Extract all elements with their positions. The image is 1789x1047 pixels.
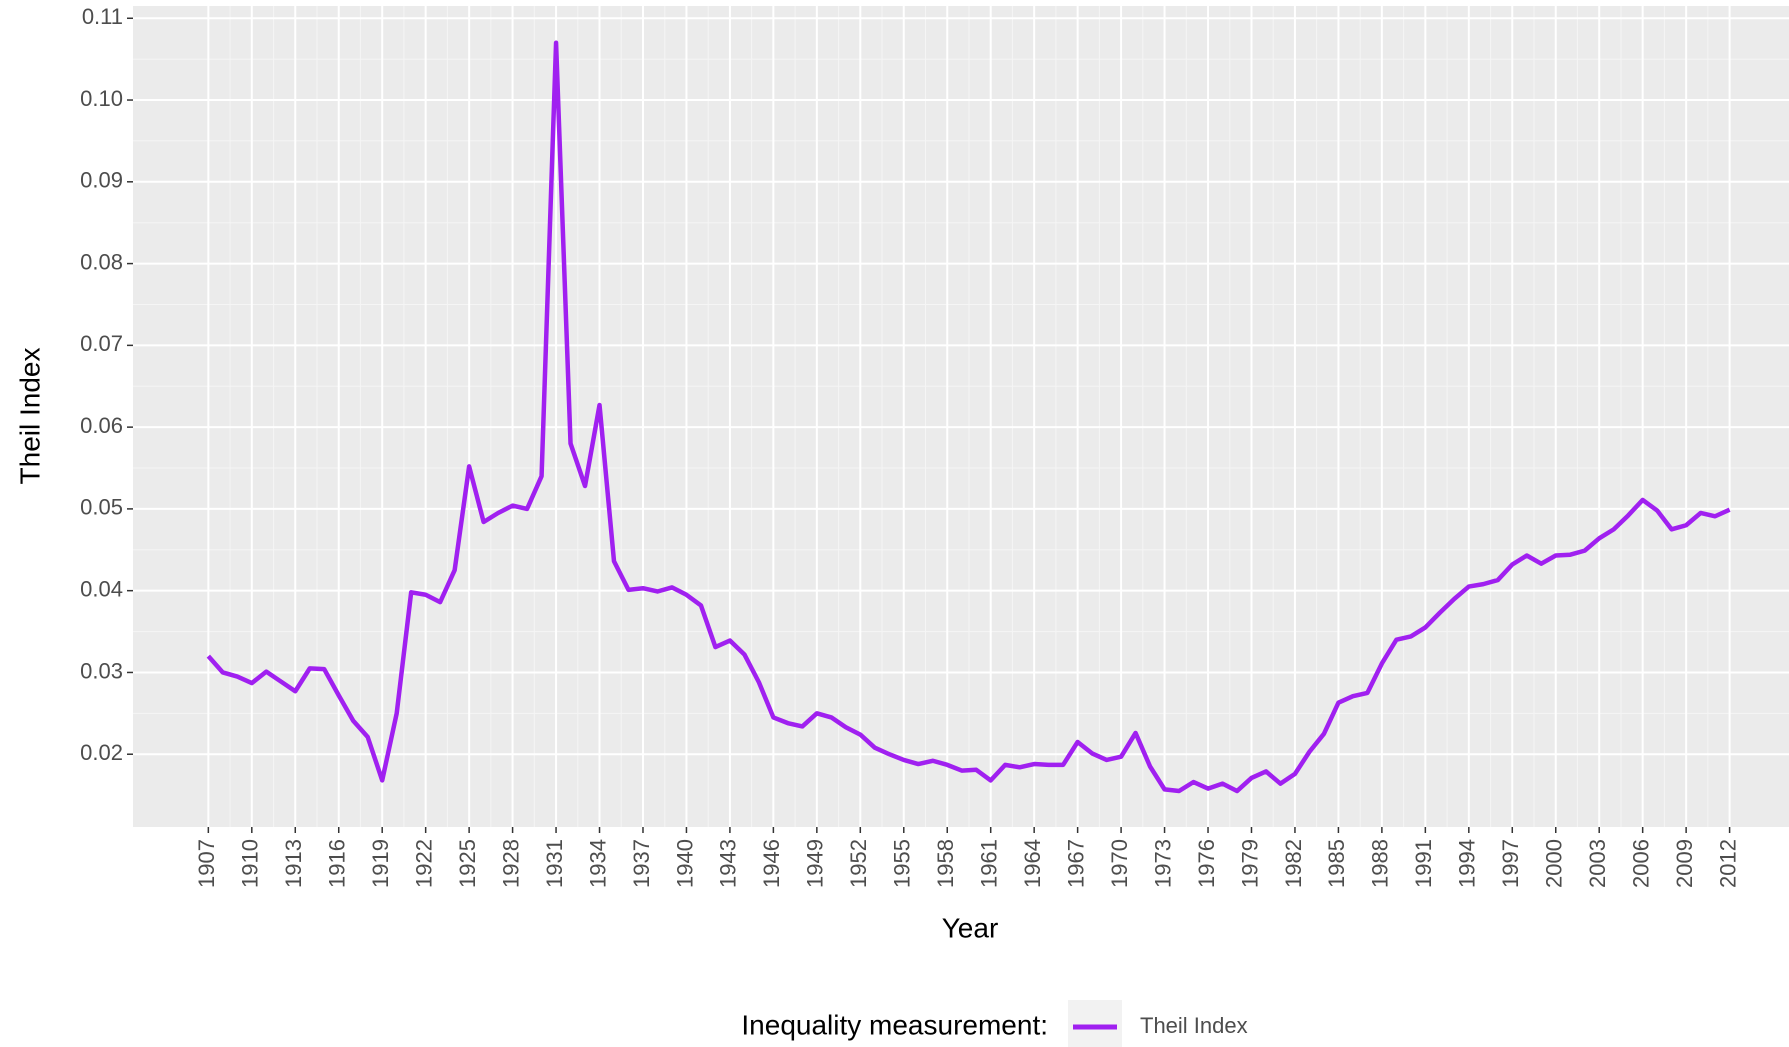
line-series bbox=[206, 40, 1731, 794]
x-tick-label: 1979 bbox=[1237, 839, 1262, 888]
x-tick-label: 1949 bbox=[803, 839, 828, 888]
legend-title: Inequality measurement: bbox=[741, 1009, 1048, 1040]
x-tick-label: 1982 bbox=[1281, 839, 1306, 888]
x-tick-label: 1955 bbox=[890, 839, 915, 888]
x-tick-label: 2009 bbox=[1672, 839, 1697, 888]
x-tick-label: 1925 bbox=[455, 839, 480, 888]
x-tick-label: 1994 bbox=[1455, 839, 1480, 888]
x-tick-label: 1991 bbox=[1411, 839, 1436, 888]
x-tick-label: 2012 bbox=[1715, 839, 1740, 888]
legend-label: Theil Index bbox=[1140, 1013, 1248, 1038]
x-tick-label: 1997 bbox=[1498, 839, 1523, 888]
x-axis-label: Year bbox=[942, 912, 999, 943]
y-axis-label: Theil Index bbox=[14, 348, 45, 485]
x-tick-label: 1934 bbox=[585, 839, 610, 888]
x-tick-label: 2006 bbox=[1628, 839, 1653, 888]
y-tick-label: 0.05 bbox=[80, 495, 123, 520]
y-tick-label: 0.09 bbox=[80, 168, 123, 193]
x-tick-label: 1910 bbox=[238, 839, 263, 888]
x-tick-label: 1985 bbox=[1324, 839, 1349, 888]
x-tick-label: 1961 bbox=[977, 839, 1002, 888]
x-tick-label: 1913 bbox=[281, 839, 306, 888]
grid bbox=[133, 6, 1789, 827]
x-tick-label: 1931 bbox=[542, 839, 567, 888]
x-tick-label: 1916 bbox=[325, 839, 350, 888]
y-tick-label: 0.07 bbox=[80, 331, 123, 356]
y-tick-label: 0.06 bbox=[80, 413, 123, 438]
x-tick-label: 1970 bbox=[1107, 839, 1132, 888]
x-tick-label: 1973 bbox=[1150, 839, 1175, 888]
y-tick-label: 0.08 bbox=[80, 249, 123, 274]
x-tick-label: 1919 bbox=[368, 839, 393, 888]
y-tick-label: 0.11 bbox=[82, 4, 123, 29]
y-tick-label: 0.02 bbox=[80, 740, 123, 765]
x-tick-label: 1967 bbox=[1063, 839, 1088, 888]
x-tick-label: 1988 bbox=[1368, 839, 1393, 888]
x-tick-label: 1943 bbox=[716, 839, 741, 888]
x-tick-label: 2000 bbox=[1542, 839, 1567, 888]
x-tick-label: 1937 bbox=[629, 839, 654, 888]
x-tick-label: 1928 bbox=[498, 839, 523, 888]
x-tick-label: 1946 bbox=[759, 839, 784, 888]
x-tick-label: 1952 bbox=[846, 839, 871, 888]
x-tick-label: 1958 bbox=[933, 839, 958, 888]
x-tick-label: 1964 bbox=[1020, 839, 1045, 888]
y-tick-label: 0.10 bbox=[80, 86, 123, 111]
x-tick-label: 2003 bbox=[1585, 839, 1610, 888]
marks bbox=[206, 40, 1731, 794]
y-tick-label: 0.03 bbox=[80, 658, 123, 683]
x-tick-label: 1922 bbox=[411, 839, 436, 888]
legend-key bbox=[1068, 1000, 1122, 1047]
x-tick-label: 1976 bbox=[1194, 839, 1219, 888]
x-tick-label: 1907 bbox=[194, 839, 219, 888]
x-tick-label: 1940 bbox=[672, 839, 697, 888]
y-tick-label: 0.04 bbox=[80, 576, 123, 601]
